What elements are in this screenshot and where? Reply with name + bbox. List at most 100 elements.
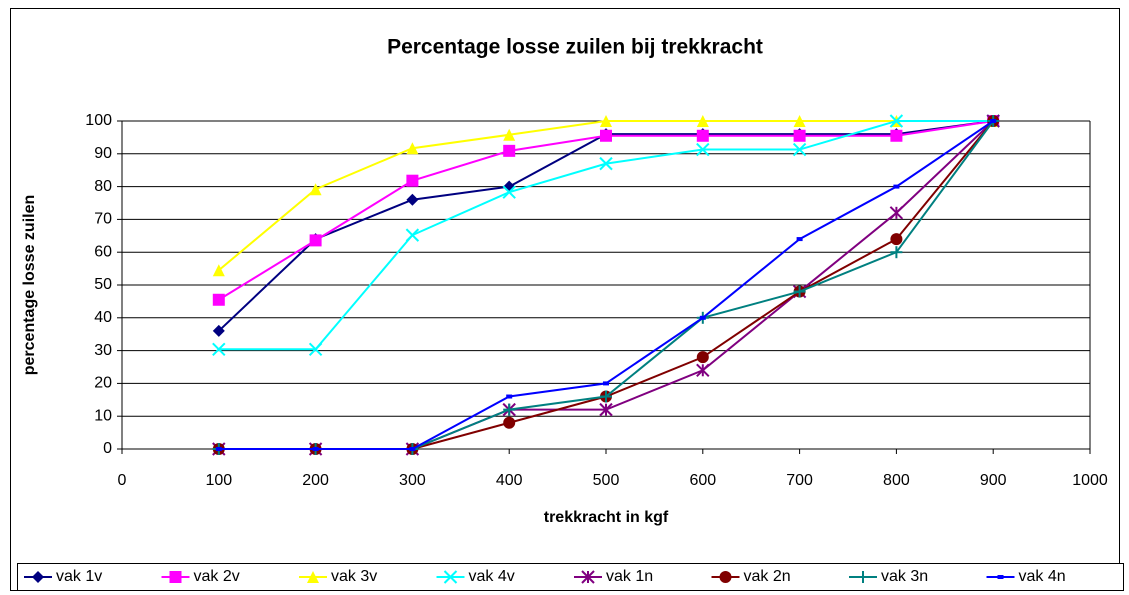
chart-border [10,8,1120,591]
marker-part [893,184,900,189]
y-tick-label: 60 [94,243,112,260]
marker-part [212,293,225,306]
marker-part [599,156,613,171]
marker-part [405,228,420,242]
marker [696,363,710,377]
x-tick-label: 1000 [1072,472,1108,489]
marker [600,129,612,142]
marker [32,571,44,583]
marker-part [696,115,709,127]
marker-part [312,447,319,451]
marker-part [997,575,1004,579]
marker-part [696,129,709,142]
y-tick-label: 40 [94,309,112,326]
marker-part [503,144,516,157]
marker-part [32,571,44,583]
marker [169,571,182,583]
marker-part [443,570,458,584]
marker-part [696,142,710,157]
marker [696,351,709,364]
marker-part [309,183,322,196]
marker [997,575,1004,579]
marker [857,571,869,583]
marker-part [212,264,225,277]
marker [889,206,904,220]
marker [406,142,419,155]
marker-part [406,142,419,155]
marker [409,447,416,451]
marker [503,128,516,141]
marker-part [793,129,806,142]
marker [719,571,732,583]
marker [793,129,806,142]
legend-label: vak 4v [469,568,515,585]
marker-part [406,174,419,187]
marker-part [215,447,222,451]
legend-label: vak 2v [194,568,240,585]
marker [309,234,322,247]
marker-part [699,315,706,320]
marker [890,246,903,259]
y-tick-label: 100 [85,112,112,129]
x-tick-label: 400 [496,472,523,489]
marker-part [889,114,904,128]
marker [696,115,709,127]
marker-part [503,128,516,141]
marker [599,156,613,171]
marker [309,183,322,196]
marker [212,264,225,277]
marker [599,402,613,417]
marker-part [600,115,612,127]
marker [502,185,516,199]
marker-part [308,342,323,356]
x-tick-label: 500 [593,472,620,489]
marker [308,342,323,356]
x-tick-label: 200 [302,472,329,489]
marker [793,115,806,127]
marker-part [406,193,419,206]
marker [890,233,903,246]
legend-label: vak 4n [1019,568,1066,585]
marker-part [719,571,732,583]
x-tick-label: 800 [883,472,910,489]
marker-part [409,447,416,451]
marker-part [603,381,609,386]
marker-part [307,571,319,583]
marker [312,447,319,451]
marker-part [506,394,513,399]
y-tick-label: 70 [94,211,112,228]
marker-part [309,234,322,247]
marker [406,174,419,187]
legend-label: vak 2n [744,568,791,585]
marker-part [990,119,997,123]
marker [793,285,806,298]
marker [581,570,595,584]
marker-part [890,129,903,142]
x-axis-title: trekkracht in kgf [544,509,669,526]
y-axis-title: percentage losse zuilen [21,195,38,376]
marker-part [212,342,226,356]
marker-part [696,351,709,364]
marker [503,416,516,429]
marker-part [502,185,516,199]
marker [893,184,900,189]
marker [503,144,516,157]
marker-part [890,233,903,246]
marker-part [796,237,803,242]
y-tick-label: 20 [94,375,112,392]
marker-part [503,416,516,429]
legend-label: vak 3n [881,568,928,585]
marker-part [792,142,807,157]
y-tick-label: 0 [103,440,112,457]
marker [506,394,513,399]
marker [796,237,803,242]
marker [696,129,709,142]
marker [406,193,419,206]
marker [405,228,420,242]
marker [600,390,612,403]
legend-box [17,563,1124,591]
marker [212,293,225,306]
chart-title: Percentage losse zuilen bij trekkracht [387,36,763,59]
marker [792,142,807,157]
